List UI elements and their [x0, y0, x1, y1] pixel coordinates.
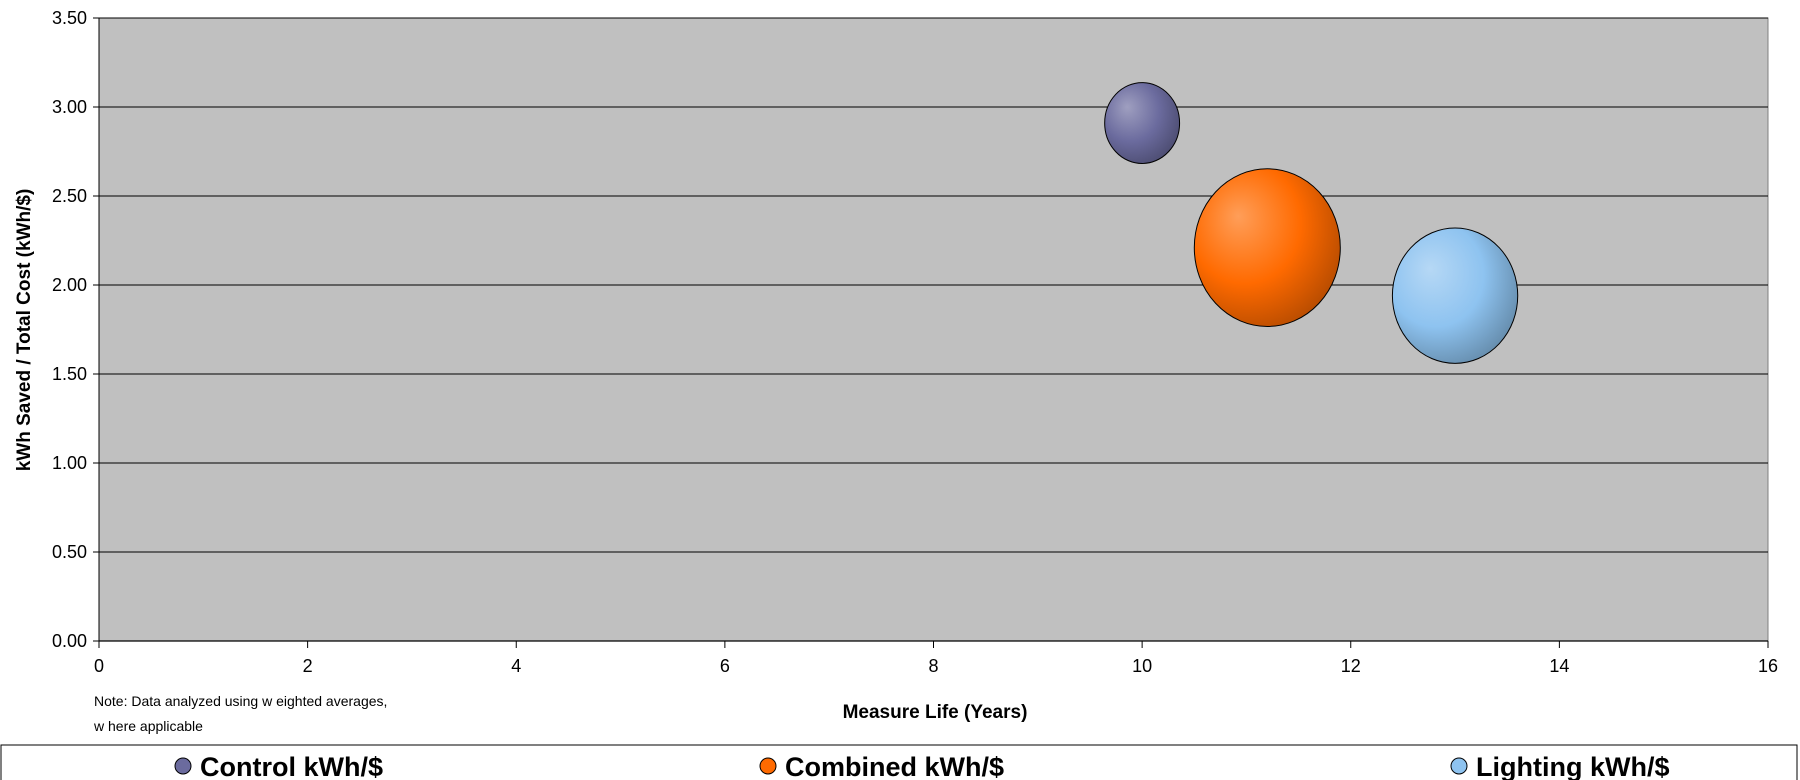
y-tick-label: 3.50	[52, 8, 87, 28]
y-tick-label: 3.00	[52, 97, 87, 117]
y-tick-label: 1.50	[52, 364, 87, 384]
legend-label: Control kWh/$	[200, 752, 383, 780]
x-tick-label: 16	[1758, 656, 1778, 676]
y-tick-label: 1.00	[52, 453, 87, 473]
x-tick-label: 6	[720, 656, 730, 676]
legend-item: Lighting kWh/$	[1450, 752, 1669, 780]
legend: Control kWh/$ Combined kWh/$ Lighting kWh/…	[0, 744, 1798, 780]
axes: 0.00 0.50 1.00 1.50 2.00 2.50 3.00 3.50 0 2 4 6 8 10 1…	[52, 8, 1778, 676]
legend-swatch-icon	[759, 757, 777, 775]
x-tick-label: 2	[303, 656, 313, 676]
legend-swatch-icon	[1450, 757, 1468, 775]
bubble-combined	[1193, 168, 1341, 327]
bubble-lighting	[1391, 227, 1519, 364]
x-tick-label: 0	[94, 656, 104, 676]
gridlines	[99, 17, 1768, 553]
y-tick-label: 2.00	[52, 275, 87, 295]
legend-label: Lighting kWh/$	[1476, 752, 1669, 780]
legend-item: Control kWh/$	[174, 752, 383, 780]
x-tick-label: 4	[511, 656, 521, 676]
legend-swatch-icon	[174, 757, 192, 775]
x-axis-title: Measure Life (Years)	[843, 702, 1028, 723]
chart-note-line-2: w here applicable	[93, 718, 203, 734]
plot-area	[98, 17, 1769, 642]
y-tick-label: 0.50	[52, 542, 87, 562]
legend-box	[0, 744, 1798, 780]
x-tick-label: 8	[928, 656, 938, 676]
chart-note-line-1: Note: Data analyzed using w eighted aver…	[94, 693, 387, 709]
x-tick-label: 14	[1549, 656, 1569, 676]
y-tick-label: 0.00	[52, 631, 87, 651]
x-tick-label: 10	[1132, 656, 1152, 676]
bubbles	[1104, 82, 1519, 364]
legend-item: Combined kWh/$	[759, 752, 1004, 780]
legend-label: Combined kWh/$	[785, 752, 1004, 780]
y-tick-label: 2.50	[52, 186, 87, 206]
x-tick-label: 12	[1341, 656, 1361, 676]
y-axis-title: kWh Saved / Total Cost (kWh/$)	[14, 189, 35, 472]
bubble-control	[1104, 82, 1181, 164]
